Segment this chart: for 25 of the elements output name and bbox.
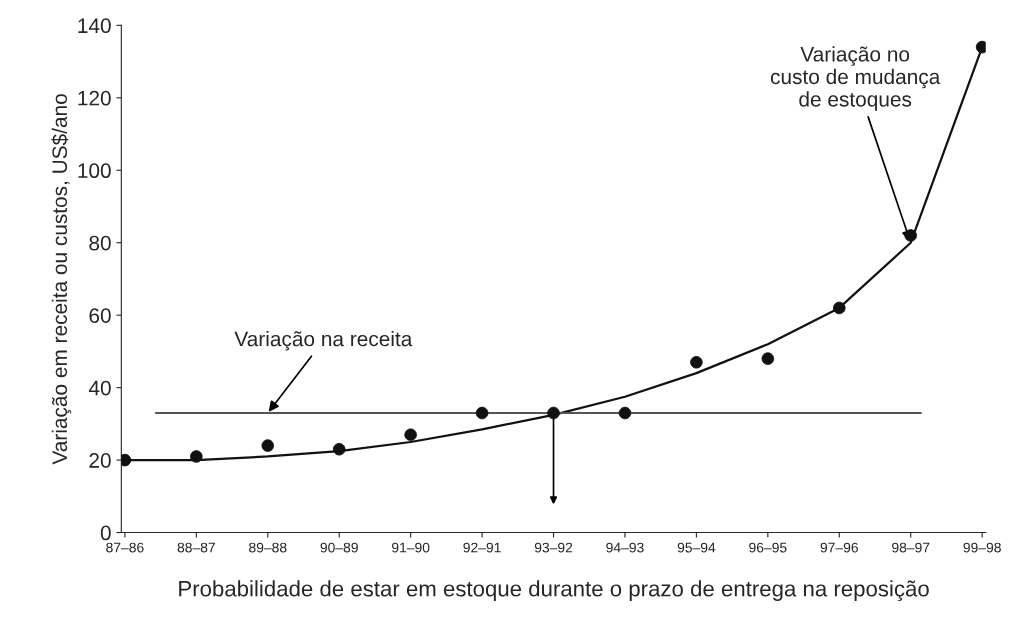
annotation: Variação na receita <box>234 330 413 351</box>
x-tick-label: 89–88 <box>249 542 287 553</box>
y-tick-label: 120 <box>78 90 111 106</box>
y-tick-label: 60 <box>89 308 111 323</box>
y-axis-title: Variação em receita ou custos, US$/ano <box>51 94 72 465</box>
x-axis-title: Probabilidade de estar em estoque durante o prazo de entrega na reposição <box>179 580 929 602</box>
annotation: Variação no custo de mudança de estoques <box>770 46 941 111</box>
x-tick-label: 90–89 <box>320 542 358 553</box>
x-tick-label: 97–96 <box>820 542 858 553</box>
y-tick-label: 40 <box>88 380 111 396</box>
x-tick-label: 88–87 <box>177 542 215 553</box>
x-tick-label: 92–91 <box>463 542 501 553</box>
x-tick-label: 87–86 <box>106 542 144 553</box>
y-tick-label: 100 <box>78 163 111 179</box>
x-tick-label: 98–97 <box>892 542 930 553</box>
y-tick-label: 80 <box>89 235 111 251</box>
x-tick-label: 91–90 <box>391 542 430 553</box>
x-tick-label: 93–92 <box>534 542 573 553</box>
y-tick-label: 0 <box>100 525 111 541</box>
y-tick-label: 20 <box>89 453 111 468</box>
x-tick-label: 96–95 <box>749 542 787 553</box>
x-tick-label: 95–94 <box>677 542 716 553</box>
x-tick-label: 99–98 <box>963 542 1001 553</box>
x-tick-label: 94–93 <box>606 542 644 553</box>
y-tick-label: 140 <box>78 18 111 34</box>
